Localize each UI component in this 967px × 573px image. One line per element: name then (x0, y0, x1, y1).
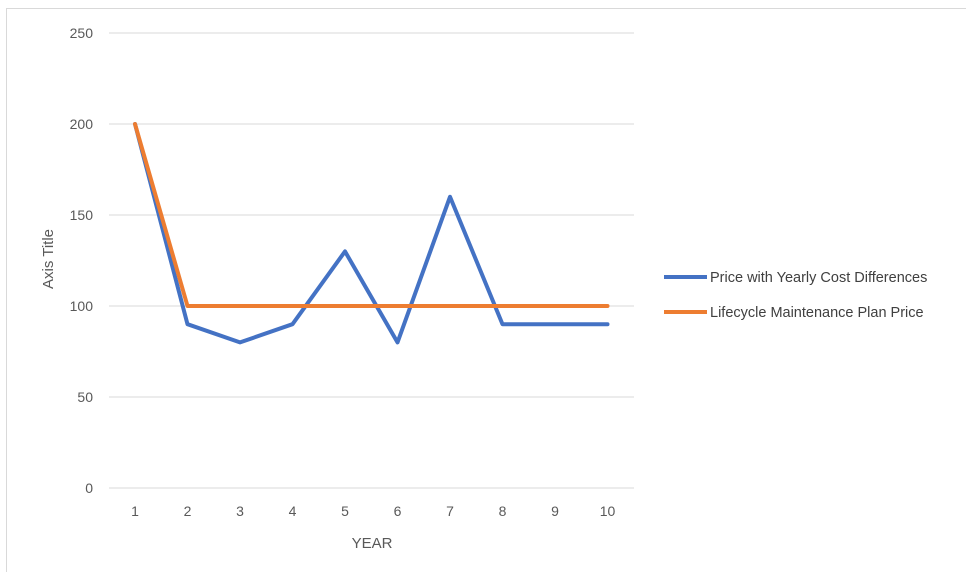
legend-label-series-1: Price with Yearly Cost Differences (710, 270, 927, 286)
chart-frame (6, 8, 966, 572)
x-tick-label-3: 3 (236, 503, 244, 519)
y-tick-label-0: 0 (85, 480, 93, 496)
x-tick-label-8: 8 (499, 503, 507, 519)
x-tick-label-7: 7 (446, 503, 454, 519)
gridlines (109, 32, 634, 489)
x-tick-label-6: 6 (394, 503, 402, 519)
series-line-2 (133, 122, 610, 308)
x-tick-label-10: 10 (600, 503, 616, 519)
series-lines (133, 122, 610, 345)
y-tick-label-250: 250 (70, 25, 94, 41)
y-tick-label-200: 200 (70, 116, 94, 132)
series-line-1 (133, 122, 610, 345)
x-tick-label-4: 4 (289, 503, 297, 519)
y-tick-label-50: 50 (77, 389, 93, 405)
legend: Price with Yearly Cost Differences Lifec… (664, 270, 927, 321)
x-axis-title: YEAR (352, 535, 393, 552)
x-tick-labels: 1 2 3 4 5 6 7 8 9 10 (131, 503, 615, 519)
x-tick-label-1: 1 (131, 503, 139, 519)
y-tick-labels: 0 50 100 150 200 250 (70, 25, 94, 496)
y-tick-label-100: 100 (70, 298, 94, 314)
y-tick-label-150: 150 (70, 207, 94, 223)
x-tick-label-2: 2 (184, 503, 192, 519)
legend-label-series-2: Lifecycle Maintenance Plan Price (710, 305, 924, 321)
y-axis-title: Axis Title (40, 229, 57, 289)
x-tick-label-9: 9 (551, 503, 559, 519)
x-tick-label-5: 5 (341, 503, 349, 519)
